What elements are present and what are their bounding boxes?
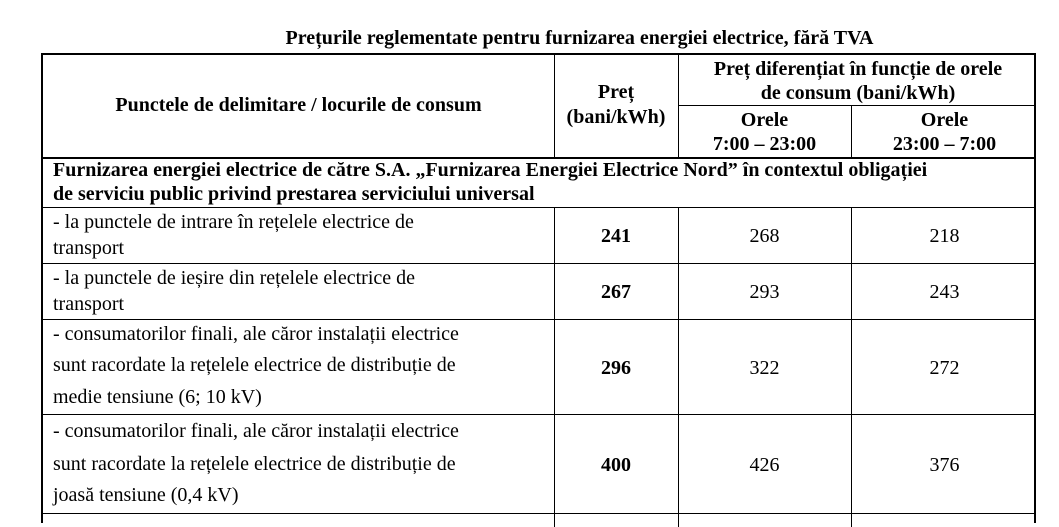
row-1-label-line1: - la punctele de intrare în rețelele ele… bbox=[53, 211, 414, 233]
row-4-label-line2: sunt racordate la rețelele electrice de … bbox=[53, 453, 456, 475]
row-4-label-line1: - consumatorilor finali, ale căror insta… bbox=[53, 420, 459, 442]
header-price-line1: Preț bbox=[597, 81, 635, 103]
row-2-bottom-line bbox=[43, 319, 1034, 320]
row-3-bottom-line bbox=[43, 414, 1034, 415]
row-4-day: 426 bbox=[749, 454, 780, 476]
header-diff-line1: Preț diferențiat în funcție de orele bbox=[713, 58, 1003, 80]
header-price-line2: (bani/kWh) bbox=[566, 106, 666, 128]
row-4-night: 376 bbox=[929, 454, 960, 476]
row-2-label-line2: transport bbox=[53, 293, 125, 315]
row-3-day: 322 bbox=[749, 357, 780, 379]
header-diff-line2: de consum (bani/kWh) bbox=[760, 82, 956, 104]
row-1-night: 218 bbox=[929, 225, 960, 247]
header-day-line1: Orele bbox=[740, 109, 789, 131]
header-points: Punctele de delimitare / locurile de con… bbox=[115, 94, 482, 116]
row-1-price: 241 bbox=[601, 225, 631, 247]
header-night-line2: 23:00 – 7:00 bbox=[892, 133, 997, 155]
col-divider-1-header bbox=[554, 55, 555, 159]
col-divider-2-header bbox=[678, 55, 679, 159]
row-1-label-line2: transport bbox=[53, 237, 125, 259]
row-2-price: 267 bbox=[601, 281, 631, 303]
row-3-label-line2: sunt racordate la rețelele electrice de … bbox=[53, 354, 456, 376]
section-line2: de serviciu public privind prestarea ser… bbox=[53, 183, 535, 205]
col-divider-2-body bbox=[678, 207, 679, 527]
header-split-line bbox=[678, 105, 1034, 106]
col-divider-1-body bbox=[554, 207, 555, 527]
row-4-price: 400 bbox=[601, 454, 631, 476]
row-4-label-line3: joasă tensiune (0,4 kV) bbox=[53, 484, 239, 506]
header-night-line1: Orele bbox=[920, 109, 969, 131]
row-3-night: 272 bbox=[929, 357, 960, 379]
row-3-label-line1: - consumatorilor finali, ale căror insta… bbox=[53, 323, 459, 345]
header-bottom-line bbox=[43, 157, 1034, 159]
header-day-line2: 7:00 – 23:00 bbox=[712, 133, 817, 155]
row-2-day: 293 bbox=[749, 281, 780, 303]
col-divider-3-header bbox=[851, 105, 852, 159]
row-1-bottom-line bbox=[43, 263, 1034, 264]
row-1-day: 268 bbox=[749, 225, 780, 247]
row-2-label-line1: - la punctele de ieșire din rețelele ele… bbox=[53, 267, 416, 289]
section-line1: Furnizarea energiei electrice de către S… bbox=[53, 159, 928, 181]
row-3-label-line3: medie tensiune (6; 10 kV) bbox=[53, 386, 262, 408]
section-bottom-line bbox=[43, 207, 1034, 208]
tariff-table: Punctele de delimitare / locurile de con… bbox=[41, 53, 1036, 527]
table-title: Prețurile reglementate pentru furnizarea… bbox=[285, 27, 874, 49]
col-divider-3-body bbox=[851, 207, 852, 527]
row-2-night: 243 bbox=[929, 281, 960, 303]
row-4-bottom-line bbox=[43, 513, 1034, 514]
row-3-price: 296 bbox=[601, 357, 631, 379]
